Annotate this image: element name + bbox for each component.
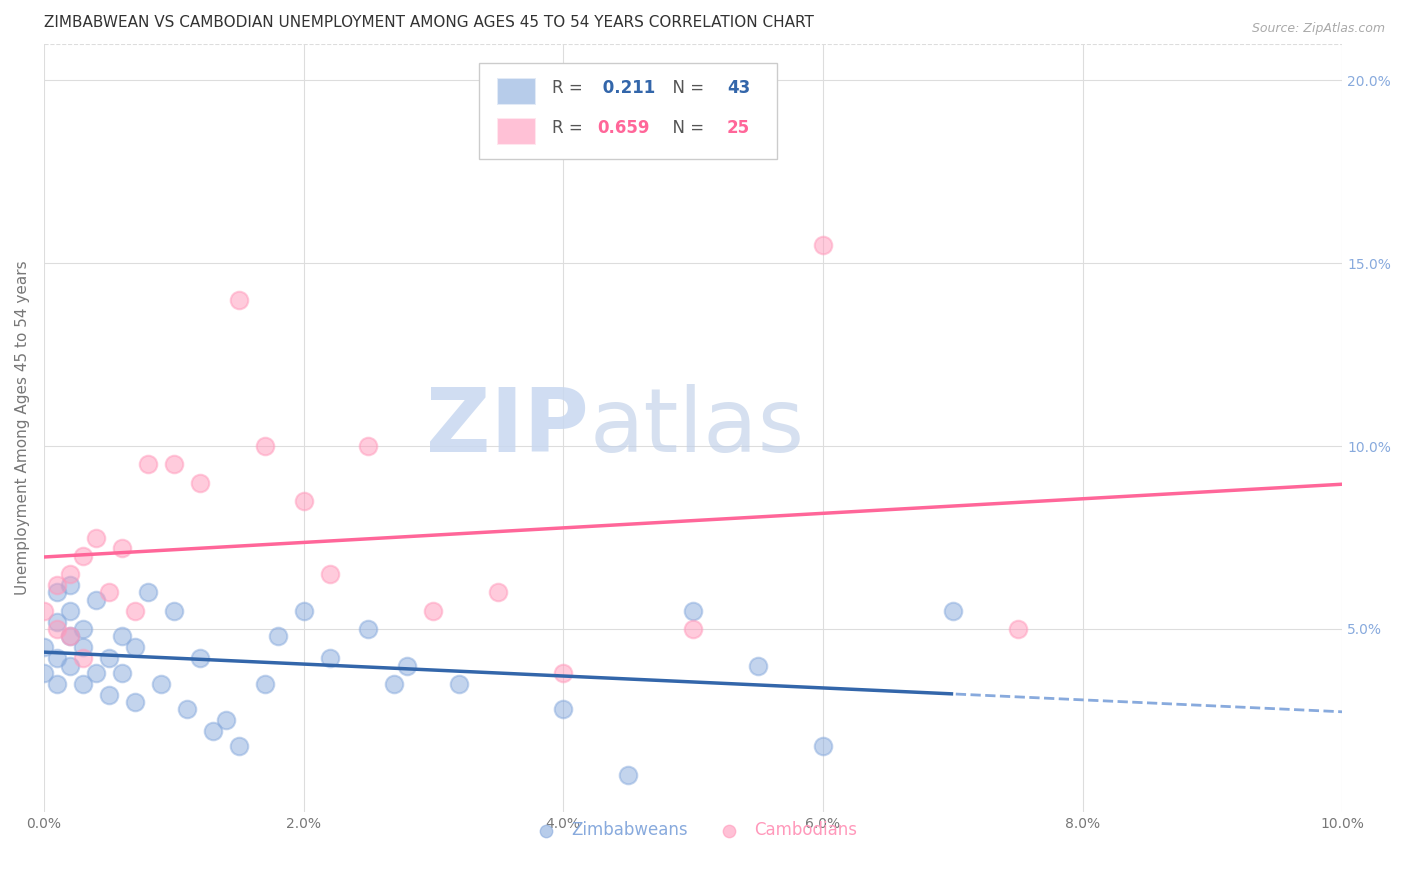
Point: [253, 677, 276, 691]
Point: [253, 439, 276, 453]
Point: [422, 604, 444, 618]
Text: 0.211: 0.211: [598, 79, 655, 97]
Point: [214, 714, 236, 728]
Point: [111, 629, 134, 643]
Text: ZIMBABWEAN VS CAMBODIAN UNEMPLOYMENT AMONG AGES 45 TO 54 YEARS CORRELATION CHART: ZIMBABWEAN VS CAMBODIAN UNEMPLOYMENT AMO…: [44, 15, 814, 30]
Point: [318, 651, 340, 665]
Point: [124, 604, 146, 618]
Text: ZIP: ZIP: [426, 384, 589, 471]
Point: [45, 615, 67, 629]
Point: [97, 585, 120, 599]
FancyBboxPatch shape: [498, 118, 536, 145]
Point: [45, 677, 67, 691]
Point: [617, 768, 640, 782]
Point: [292, 604, 315, 618]
Point: [188, 475, 211, 490]
Point: [384, 677, 406, 691]
Point: [97, 651, 120, 665]
Point: [553, 702, 575, 716]
Point: [486, 585, 509, 599]
Point: [228, 739, 250, 753]
Point: [396, 658, 419, 673]
Point: [682, 604, 704, 618]
Point: [1007, 622, 1029, 636]
Point: [72, 622, 94, 636]
Point: [266, 629, 288, 643]
Text: Source: ZipAtlas.com: Source: ZipAtlas.com: [1251, 22, 1385, 36]
Point: [59, 567, 82, 582]
Point: [136, 585, 159, 599]
Point: [45, 622, 67, 636]
Point: [318, 567, 340, 582]
FancyBboxPatch shape: [498, 78, 536, 105]
Point: [176, 702, 198, 716]
Point: [45, 585, 67, 599]
Point: [747, 658, 769, 673]
Point: [111, 541, 134, 556]
Point: [811, 238, 834, 252]
Point: [84, 531, 107, 545]
Point: [449, 677, 471, 691]
Text: R =: R =: [551, 120, 588, 137]
Point: [32, 665, 55, 680]
Point: [84, 665, 107, 680]
Text: 0.659: 0.659: [598, 120, 650, 137]
Point: [59, 629, 82, 643]
Point: [45, 651, 67, 665]
Point: [32, 604, 55, 618]
Point: [45, 578, 67, 592]
Point: [201, 724, 224, 739]
Point: [59, 658, 82, 673]
Point: [228, 293, 250, 307]
Point: [72, 640, 94, 655]
Point: [357, 622, 380, 636]
Text: 25: 25: [727, 120, 749, 137]
Point: [188, 651, 211, 665]
Y-axis label: Unemployment Among Ages 45 to 54 years: Unemployment Among Ages 45 to 54 years: [15, 260, 30, 595]
Point: [59, 629, 82, 643]
Point: [136, 458, 159, 472]
Point: [553, 665, 575, 680]
Point: [97, 688, 120, 702]
Point: [32, 640, 55, 655]
Point: [59, 578, 82, 592]
Point: [111, 665, 134, 680]
Text: N =: N =: [662, 79, 709, 97]
Point: [163, 458, 186, 472]
Point: [682, 622, 704, 636]
FancyBboxPatch shape: [479, 62, 778, 159]
Point: [942, 604, 965, 618]
Point: [357, 439, 380, 453]
Point: [72, 651, 94, 665]
Text: N =: N =: [662, 120, 709, 137]
Point: [811, 739, 834, 753]
Text: 43: 43: [727, 79, 749, 97]
Point: [84, 592, 107, 607]
Point: [72, 677, 94, 691]
Point: [292, 494, 315, 508]
Legend: Zimbabweans, Cambodians: Zimbabweans, Cambodians: [523, 814, 863, 846]
Text: atlas: atlas: [589, 384, 804, 471]
Point: [124, 640, 146, 655]
Point: [124, 695, 146, 709]
Point: [163, 604, 186, 618]
Text: R =: R =: [551, 79, 588, 97]
Point: [59, 604, 82, 618]
Point: [149, 677, 172, 691]
Point: [72, 549, 94, 563]
